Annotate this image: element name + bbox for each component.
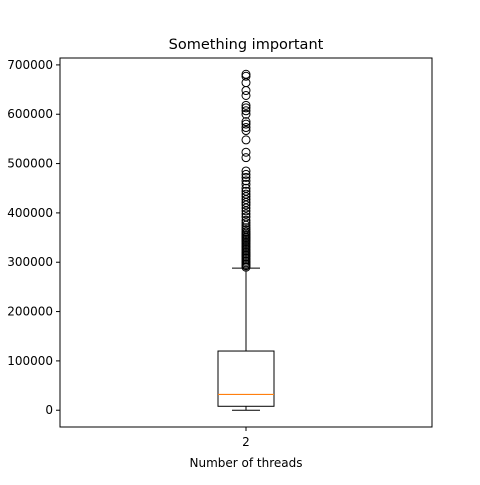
outlier-point (241, 69, 251, 79)
y-tick-label: 600000 (7, 107, 53, 121)
outlier-point (241, 218, 251, 228)
outlier-point (241, 106, 251, 116)
outlier-point (241, 215, 251, 225)
outlier-point (241, 183, 251, 193)
outlier-point (241, 86, 251, 96)
outlier-point (241, 186, 251, 196)
plot-frame (59, 57, 433, 428)
outlier-point (241, 123, 251, 133)
outlier-point (241, 189, 251, 199)
outlier-point (241, 117, 251, 127)
outlier-point (241, 212, 251, 222)
outlier-point (241, 135, 251, 145)
outlier-point (241, 90, 251, 100)
outlier-point (241, 176, 251, 186)
y-tick-label: 400000 (7, 206, 53, 220)
x-axis: 2 (242, 427, 250, 449)
outlier-point (241, 147, 251, 157)
outlier-point (241, 166, 251, 176)
outlier-point (241, 179, 251, 189)
x-tick-label: 2 (242, 435, 250, 449)
outlier-point (241, 153, 251, 163)
outlier-point (241, 103, 251, 113)
outlier-point (241, 119, 251, 129)
box-group (217, 69, 275, 411)
y-tick-label: 300000 (7, 255, 53, 269)
outlier-point (241, 109, 251, 119)
iqr-box (217, 350, 275, 407)
outlier-point (241, 169, 251, 179)
box-2 (217, 69, 275, 411)
x-axis-label: Number of threads (190, 456, 303, 470)
outlier-point (241, 172, 251, 182)
y-tick-label: 500000 (7, 157, 53, 171)
y-tick-label: 700000 (7, 58, 53, 72)
outlier-point (241, 100, 251, 110)
y-tick-label: 100000 (7, 354, 53, 368)
outlier-point (241, 223, 251, 233)
y-tick-label: 0 (45, 403, 53, 417)
y-axis: 0 100000 200000 300000 400000 500000 600000 700… (7, 58, 60, 417)
y-tick-label: 200000 (7, 305, 53, 319)
chart-title: Something important (169, 37, 324, 53)
outlier-point (241, 209, 251, 219)
outlier-point (241, 126, 251, 136)
